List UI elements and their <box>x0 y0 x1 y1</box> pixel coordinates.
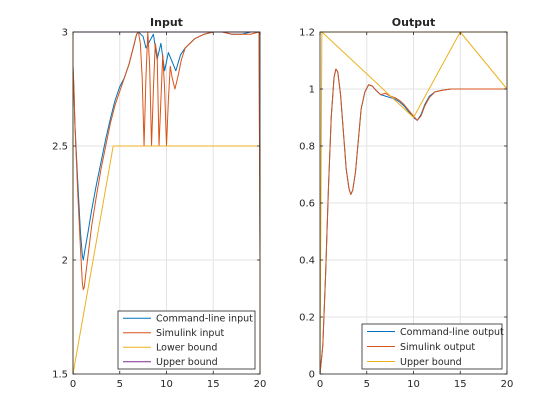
x-tick-label: 10 <box>160 379 173 390</box>
x-tick-label: 0 <box>317 379 323 390</box>
legend-label: Upper bound <box>156 357 218 368</box>
legend: Command-line input Simulink input Lower bo… <box>117 310 256 370</box>
legend-label: Simulink output <box>400 342 475 353</box>
legend-label: Command-line output <box>400 327 504 338</box>
y-tick-label: 0 <box>309 370 315 381</box>
y-tick-label: 3 <box>62 28 68 39</box>
x-tick-label: 20 <box>254 379 267 390</box>
y-tick-label: 1.2 <box>299 28 315 39</box>
x-tick-label: 15 <box>454 379 467 390</box>
x-tick-label: 15 <box>207 379 220 390</box>
chart-title: Output <box>392 16 435 29</box>
y-tick-label: 0.8 <box>299 142 315 153</box>
x-tick-label: 5 <box>364 379 370 390</box>
legend-box <box>117 310 256 370</box>
legend-label: Upper bound <box>400 357 462 368</box>
chart-0: 0 5 10 15 20 1.5 2 2.5 3 Input Command-line input S… <box>52 16 266 390</box>
chart-1: 0 5 10 15 20 0 0.2 0.4 0.6 0.8 1 1.2 Output Command-l… <box>299 16 513 390</box>
y-tick-label: 1 <box>309 85 315 96</box>
series-line-simulink-output <box>319 68 507 375</box>
legend-label: Lower bound <box>156 343 217 354</box>
x-tick-label: 0 <box>70 379 76 390</box>
x-tick-label: 5 <box>117 379 123 390</box>
legend-label: Simulink input <box>156 328 224 339</box>
chart-title: Input <box>150 16 183 29</box>
legend-label: Command-line input <box>156 314 253 325</box>
x-tick-label: 10 <box>407 379 420 390</box>
y-tick-label: 1.5 <box>52 370 68 381</box>
y-tick-label: 0.4 <box>299 256 315 267</box>
y-tick-label: 2.5 <box>52 142 68 153</box>
y-tick-label: 2 <box>62 256 68 267</box>
y-tick-label: 0.6 <box>299 199 315 210</box>
x-tick-label: 20 <box>501 379 514 390</box>
y-tick-label: 0.2 <box>299 313 315 324</box>
legend: Command-line output Simulink output Upper … <box>361 323 504 370</box>
